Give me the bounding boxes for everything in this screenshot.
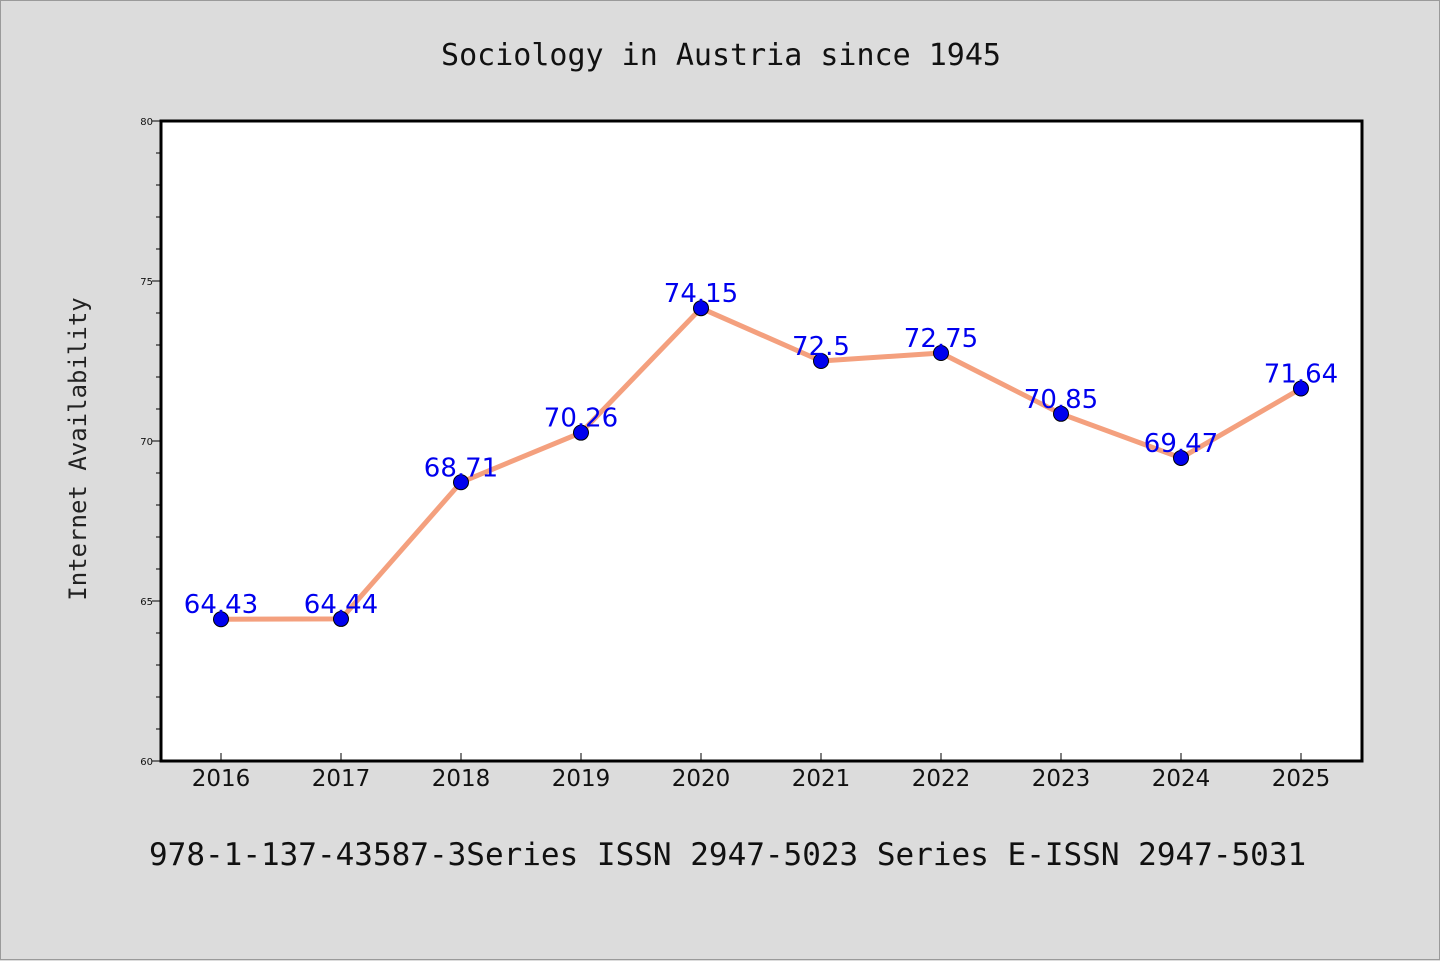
- x-tick-label: 2023: [1032, 766, 1091, 792]
- x-axis-ticks: 2016 2017 2018 2019 2020 2021 2022 2023 2024 2025: [192, 753, 1331, 792]
- x-tick-label: 2024: [1152, 766, 1211, 792]
- data-label: 64.44: [304, 590, 378, 620]
- x-tick-label: 2020: [672, 766, 731, 792]
- data-point-marker: [573, 424, 589, 441]
- data-point-marker: [933, 345, 949, 361]
- x-tick-label: 2021: [792, 766, 851, 792]
- data-label: 74.15: [664, 279, 738, 309]
- x-tick-label: 2025: [1272, 766, 1331, 792]
- y-tick-label: 80: [140, 117, 153, 128]
- chart-title: Sociology in Austria since 1945: [441, 38, 1001, 73]
- data-point-marker: [453, 474, 469, 491]
- data-label: 72.5: [792, 332, 850, 362]
- data-label: 69.47: [1144, 429, 1218, 459]
- y-tick-label: 65: [140, 597, 153, 608]
- series-line: [218, 305, 1304, 622]
- y-axis-ticks: 60 65 70 75 80: [140, 117, 161, 768]
- x-tick-label: 2019: [552, 766, 611, 792]
- data-label: 70.26: [544, 404, 618, 434]
- x-tick-label: 2017: [312, 766, 371, 792]
- data-point-marker: [693, 300, 709, 317]
- data-label: 68.71: [424, 453, 498, 483]
- data-point-marker: [1173, 449, 1189, 466]
- x-tick-label: 2018: [432, 766, 491, 792]
- footer-isbn-issn: 978-1-137-43587-3Series ISSN 2947-5023 S…: [149, 837, 1306, 873]
- data-point-marker: [213, 611, 229, 628]
- data-point-marker: [1053, 405, 1069, 422]
- data-label: 64.43: [184, 590, 258, 620]
- data-label: 70.85: [1024, 385, 1098, 415]
- data-point-marker: [1293, 380, 1309, 397]
- plot-area: [159, 119, 1364, 763]
- x-tick-label: 2022: [912, 766, 971, 792]
- x-tick-label: 2016: [192, 766, 251, 792]
- series-layer: 64.43 64.44 68.71 70.26 74.15 72.5 72.75 70.85 6…: [184, 279, 1338, 628]
- data-point-marker: [333, 610, 349, 627]
- data-label: 71.64: [1264, 360, 1338, 390]
- y-tick-label: 75: [140, 277, 153, 288]
- y-tick-label: 70: [140, 437, 153, 448]
- data-label: 72.75: [904, 324, 978, 354]
- data-point-marker: [813, 353, 829, 369]
- y-axis-label: Internet Availability: [64, 297, 92, 600]
- y-tick-label: 60: [140, 757, 153, 768]
